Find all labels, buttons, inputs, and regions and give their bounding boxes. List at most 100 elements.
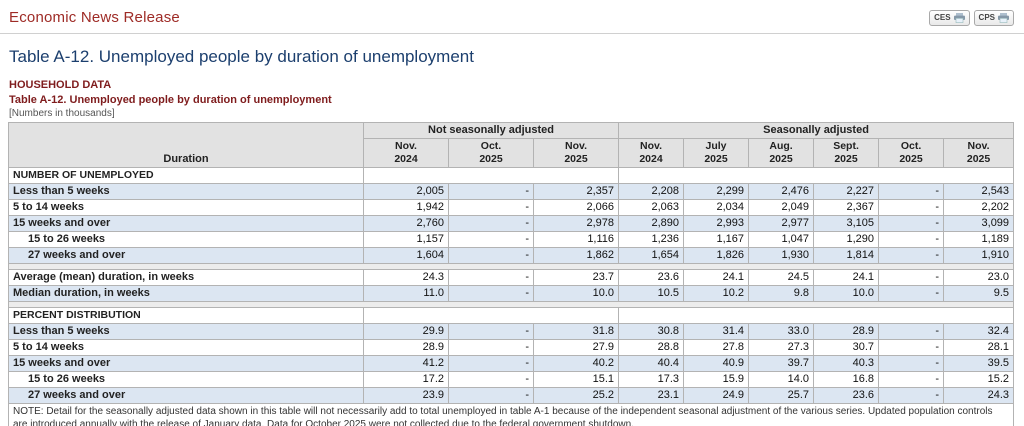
data-cell: 40.3 — [813, 355, 880, 372]
page-title: Table A-12. Unemployed people by duratio… — [9, 47, 474, 66]
data-cell: 3,105 — [813, 215, 880, 232]
data-cell: 31.4 — [683, 323, 750, 340]
data-cell: 1,862 — [532, 247, 620, 264]
data-cell: - — [878, 269, 945, 286]
top-bar: Economic News Release CES CPS — [0, 0, 1024, 34]
data-cell: - — [448, 323, 534, 340]
data-cell: 10.0 — [532, 285, 620, 302]
column-header: Nov. 2025 — [943, 138, 1015, 168]
data-cell: 40.9 — [683, 355, 750, 372]
data-cell: - — [878, 231, 945, 248]
table-row: Less than 5 weeks 2,005-2,357 2,208 2,299 2,… — [8, 183, 1015, 200]
data-cell: 1,814 — [813, 247, 880, 264]
row-label: 5 to 14 weeks — [8, 199, 364, 216]
row-label: 5 to 14 weeks — [8, 339, 364, 356]
row-label: 15 to 26 weeks — [8, 231, 364, 248]
row-label: 15 to 26 weeks — [8, 371, 364, 388]
data-cell: 1,604 — [363, 247, 449, 264]
table-row: Less than 5 weeks 29.9-31.8 30.8 31.4 33.0 28… — [8, 323, 1015, 340]
data-cell: 9.8 — [748, 285, 815, 302]
ces-button-label: CES — [934, 13, 951, 22]
data-cell: 31.8 — [532, 323, 620, 340]
data-cell: 28.8 — [618, 339, 685, 356]
table-row: 27 weeks and over 1,604-1,862 1,654 1,826 1,… — [8, 247, 1015, 264]
data-cell: 1,930 — [748, 247, 815, 264]
data-cell: 17.2 — [363, 371, 449, 388]
data-cell: 25.2 — [532, 387, 620, 404]
data-cell: - — [448, 215, 534, 232]
data-cell: 11.0 — [363, 285, 449, 302]
duration-column-header: Duration — [8, 122, 364, 168]
data-cell: - — [878, 323, 945, 340]
data-cell: - — [448, 355, 534, 372]
table-row: 15 weeks and over 2,760-2,978 2,890 2,993 2,… — [8, 215, 1015, 232]
data-cell: 1,942 — [363, 199, 449, 216]
data-cell: 23.7 — [532, 269, 620, 286]
column-header: Sept. 2025 — [813, 138, 880, 168]
data-cell: - — [448, 269, 534, 286]
table-row: Average (mean) duration, in weeks 24.3-23… — [8, 269, 1015, 286]
data-cell: 10.2 — [683, 285, 750, 302]
data-cell: 2,760 — [363, 215, 449, 232]
data-cell: 1,654 — [618, 247, 685, 264]
data-cell: 28.9 — [363, 339, 449, 356]
print-icon — [953, 12, 965, 23]
data-cell: 30.8 — [618, 323, 685, 340]
data-cell: 40.2 — [532, 355, 620, 372]
data-cell: 2,227 — [813, 183, 880, 200]
data-cell: 2,066 — [532, 199, 620, 216]
data-cell: 32.4 — [943, 323, 1015, 340]
data-cell: 23.6 — [813, 387, 880, 404]
data-cell: 41.2 — [363, 355, 449, 372]
data-cell: 9.5 — [943, 285, 1015, 302]
data-cell: 2,357 — [532, 183, 620, 200]
table-note: NOTE: Detail for the seasonally adjusted… — [7, 403, 1015, 426]
data-cell: - — [878, 215, 945, 232]
row-label: Less than 5 weeks — [8, 323, 364, 340]
cps-button[interactable]: CPS — [973, 9, 1014, 26]
table-title: Table A-12. Unemployed people by duratio… — [9, 94, 332, 106]
table-row: 15 to 26 weeks 1,157-1,116 1,236 1,167 1,047… — [8, 231, 1015, 248]
data-cell: 23.1 — [618, 387, 685, 404]
data-cell: 16.8 — [813, 371, 880, 388]
data-cell: 24.3 — [363, 269, 449, 286]
section-header: PERCENT DISTRIBUTION — [8, 307, 364, 324]
data-cell: - — [448, 387, 534, 404]
column-header: July 2025 — [683, 138, 750, 168]
row-label: Average (mean) duration, in weeks — [8, 269, 364, 286]
data-cell: 28.1 — [943, 339, 1015, 356]
data-cell: 2,299 — [683, 183, 750, 200]
row-label: 15 weeks and over — [8, 355, 364, 372]
data-cell: 2,049 — [748, 199, 815, 216]
column-header: Oct. 2025 — [448, 138, 534, 168]
cps-button-label: CPS — [978, 13, 995, 22]
units-note: [Numbers in thousands] — [9, 108, 115, 119]
column-header: Nov. 2024 — [618, 138, 685, 168]
row-label: Median duration, in weeks — [8, 285, 364, 302]
section-header: NUMBER OF UNEMPLOYED — [8, 167, 364, 184]
ces-button[interactable]: CES — [929, 9, 970, 26]
column-header: Nov. 2024 — [363, 138, 449, 168]
data-cell: 2,202 — [943, 199, 1015, 216]
data-cell: - — [448, 339, 534, 356]
data-cell: 25.7 — [748, 387, 815, 404]
data-cell: 23.9 — [363, 387, 449, 404]
column-header: Aug. 2025 — [748, 138, 815, 168]
row-label: Less than 5 weeks — [8, 183, 364, 200]
section-blank-cell — [618, 167, 1015, 184]
data-cell: 28.9 — [813, 323, 880, 340]
data-cell: 15.2 — [943, 371, 1015, 388]
data-cell: 27.3 — [748, 339, 815, 356]
data-cell: 24.1 — [683, 269, 750, 286]
data-cell: 2,208 — [618, 183, 685, 200]
data-cell: 33.0 — [748, 323, 815, 340]
data-cell: - — [448, 183, 534, 200]
data-cell: 10.5 — [618, 285, 685, 302]
site-header: Economic News Release — [9, 9, 180, 26]
data-cell: - — [878, 285, 945, 302]
data-cell: - — [448, 371, 534, 388]
data-cell: 2,034 — [683, 199, 750, 216]
data-cell: 2,063 — [618, 199, 685, 216]
data-cell: 17.3 — [618, 371, 685, 388]
data-cell: 1,116 — [532, 231, 620, 248]
